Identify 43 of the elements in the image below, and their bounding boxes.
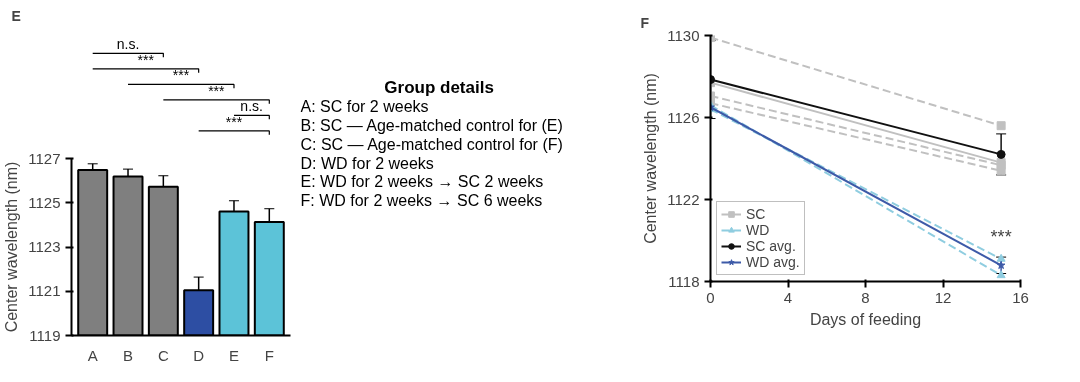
annotation: *** (990, 227, 1012, 248)
legend-label: WD (746, 222, 770, 238)
x-tick-label: 12 (934, 288, 952, 306)
x-tick-label: F (264, 346, 274, 364)
text: A: SC for 2 weeks (300, 98, 429, 116)
y-axis-title: Center wavelength (nm) (3, 161, 21, 333)
y-tick-label: 1121 (28, 282, 61, 300)
y-tick-label: 1127 (28, 149, 61, 167)
text: Group details (384, 77, 494, 97)
y-tick-label: 1126 (667, 108, 700, 126)
y-tick-label: 1123 (28, 238, 61, 255)
x-tick-label: E (228, 346, 239, 364)
x-tick-label: 16 (1012, 288, 1029, 306)
text: n.s. (240, 98, 263, 115)
text: *** (137, 51, 155, 68)
x-tick-label: 0 (706, 288, 715, 306)
y-tick-label: 1122 (667, 190, 700, 208)
y-tick-label: 1125 (28, 193, 61, 211)
x-tick-label: D (193, 346, 205, 364)
legend-label: SC (746, 206, 766, 222)
text: *** (208, 82, 226, 99)
text: n.s. (116, 36, 140, 53)
text: E: WD for 2 weeks → SC 2 weeks (300, 173, 544, 191)
legend-label: SC avg. (746, 238, 796, 254)
y-axis-title: Center wavelength (nm) (642, 73, 660, 244)
text: *** (172, 67, 190, 84)
chart-title: E (11, 7, 21, 24)
text: F: WD for 2 weeks → SC 6 weeks (300, 192, 543, 210)
text: *** (225, 113, 243, 130)
x-tick-label: C (157, 346, 169, 364)
y-tick-label: 1118 (668, 272, 700, 290)
x-axis-title: Days of feeding (809, 310, 922, 328)
text: C: SC — Age-matched control for (F) (300, 135, 563, 153)
x-tick-label: 8 (861, 288, 870, 306)
chart-title: F (640, 14, 650, 31)
text: B: SC — Age-matched control for (E) (300, 117, 563, 135)
y-tick-label: 1130 (667, 26, 700, 44)
x-tick-label: B (123, 346, 134, 364)
y-tick-label: 1119 (29, 326, 61, 344)
x-tick-label: A (87, 346, 98, 364)
text: D: WD for 2 weeks (300, 154, 434, 172)
legend-label: WD avg. (746, 254, 800, 270)
x-tick-label: 4 (783, 288, 793, 306)
